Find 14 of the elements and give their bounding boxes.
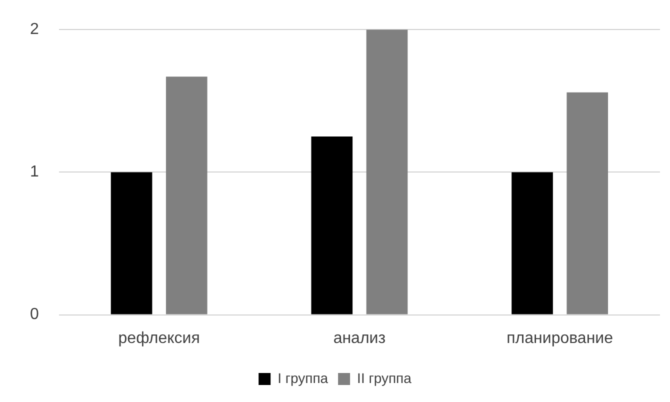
y-tick-label: 1	[30, 164, 39, 181]
bar	[166, 76, 208, 314]
bar	[366, 30, 408, 314]
legend-label: I группа	[278, 370, 328, 386]
y-tick-label: 0	[30, 306, 39, 324]
bar	[110, 172, 152, 314]
bar	[512, 172, 553, 314]
x-tick-label: анализ	[333, 330, 386, 347]
bar	[566, 92, 608, 314]
bar	[311, 136, 353, 314]
x-tick-label: планирование	[506, 330, 614, 347]
legend-label: II группа	[357, 370, 412, 386]
x-tick-label: рефлексия	[118, 330, 200, 347]
y-tick-label: 2	[30, 21, 39, 38]
